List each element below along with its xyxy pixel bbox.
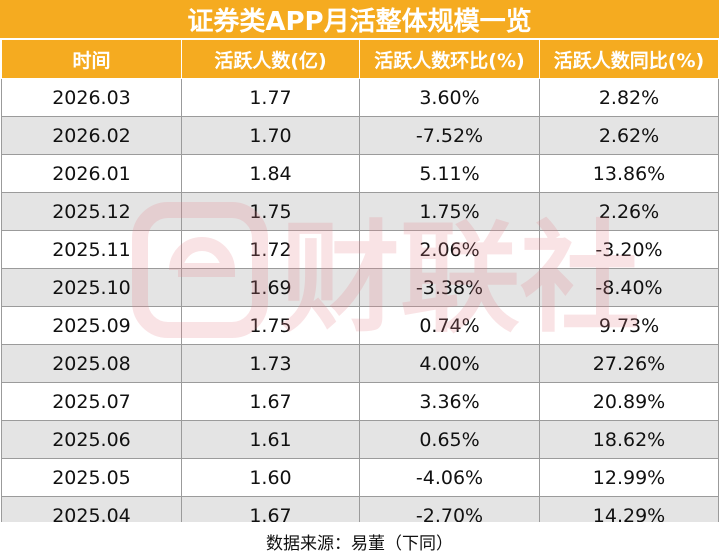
cell-time: 2025.09	[1, 306, 182, 345]
cell-mom: 0.65%	[359, 420, 540, 459]
cell-mom: 4.00%	[359, 344, 540, 383]
table-row: 2025.07 1.67 3.36% 20.89%	[1, 382, 719, 421]
cell-mom: -7.52%	[359, 116, 540, 155]
cell-active-users: 1.60	[181, 458, 360, 497]
cell-mom: 1.75%	[359, 192, 540, 231]
cell-time: 2025.10	[1, 268, 182, 307]
cell-yoy: 18.62%	[539, 420, 719, 459]
cell-active-users: 1.75	[181, 192, 360, 231]
table-title: 证券类APP月活整体规模一览	[0, 0, 719, 38]
header-row: 时间 活跃人数(亿) 活跃人数环比(%) 活跃人数同比(%)	[1, 39, 719, 79]
cell-active-users: 1.73	[181, 344, 360, 383]
data-source-note: 数据来源：易董（下同）	[0, 522, 719, 560]
cell-time: 2025.05	[1, 458, 182, 497]
cell-active-users: 1.84	[181, 154, 360, 193]
cell-yoy: 13.86%	[539, 154, 719, 193]
cell-yoy: 9.73%	[539, 306, 719, 345]
cell-yoy: 27.26%	[539, 344, 719, 383]
cell-mom: 5.11%	[359, 154, 540, 193]
cell-yoy: 2.62%	[539, 116, 719, 155]
table-row: 2025.11 1.72 2.06% -3.20%	[1, 230, 719, 269]
cell-active-users: 1.77	[181, 78, 360, 117]
cell-time: 2026.01	[1, 154, 182, 193]
cell-time: 2026.03	[1, 78, 182, 117]
table-row: 2026.03 1.77 3.60% 2.82%	[1, 78, 719, 117]
cell-time: 2025.06	[1, 420, 182, 459]
cell-mom: -3.38%	[359, 268, 540, 307]
cell-active-users: 1.75	[181, 306, 360, 345]
header-yoy: 活跃人数同比(%)	[539, 39, 719, 79]
cell-mom: 0.74%	[359, 306, 540, 345]
cell-mom: 2.06%	[359, 230, 540, 269]
cell-time: 2025.12	[1, 192, 182, 231]
cell-time: 2026.02	[1, 116, 182, 155]
table-row: 2026.01 1.84 5.11% 13.86%	[1, 154, 719, 193]
table-row: 2025.12 1.75 1.75% 2.26%	[1, 192, 719, 231]
cell-active-users: 1.61	[181, 420, 360, 459]
cell-mom: 3.60%	[359, 78, 540, 117]
cell-time: 2025.08	[1, 344, 182, 383]
header-active-users: 活跃人数(亿)	[181, 39, 360, 79]
table-row: 2025.08 1.73 4.00% 27.26%	[1, 344, 719, 383]
cell-active-users: 1.67	[181, 382, 360, 421]
cell-time: 2025.11	[1, 230, 182, 269]
table-row: 2025.06 1.61 0.65% 18.62%	[1, 420, 719, 459]
cell-yoy: -3.20%	[539, 230, 719, 269]
table-row: 2025.05 1.60 -4.06% 12.99%	[1, 458, 719, 497]
cell-active-users: 1.69	[181, 268, 360, 307]
cell-yoy: 12.99%	[539, 458, 719, 497]
data-table: 时间 活跃人数(亿) 活跃人数环比(%) 活跃人数同比(%) 2026.03 1…	[1, 39, 719, 535]
cell-yoy: 2.82%	[539, 78, 719, 117]
cell-yoy: -8.40%	[539, 268, 719, 307]
table-row: 2026.02 1.70 -7.52% 2.62%	[1, 116, 719, 155]
cell-active-users: 1.70	[181, 116, 360, 155]
cell-mom: 3.36%	[359, 382, 540, 421]
table-row: 2025.09 1.75 0.74% 9.73%	[1, 306, 719, 345]
cell-active-users: 1.72	[181, 230, 360, 269]
header-time: 时间	[1, 39, 182, 79]
cell-yoy: 2.26%	[539, 192, 719, 231]
table-row: 2025.10 1.69 -3.38% -8.40%	[1, 268, 719, 307]
cell-time: 2025.07	[1, 382, 182, 421]
header-mom: 活跃人数环比(%)	[359, 39, 540, 79]
cell-mom: -4.06%	[359, 458, 540, 497]
cell-yoy: 20.89%	[539, 382, 719, 421]
